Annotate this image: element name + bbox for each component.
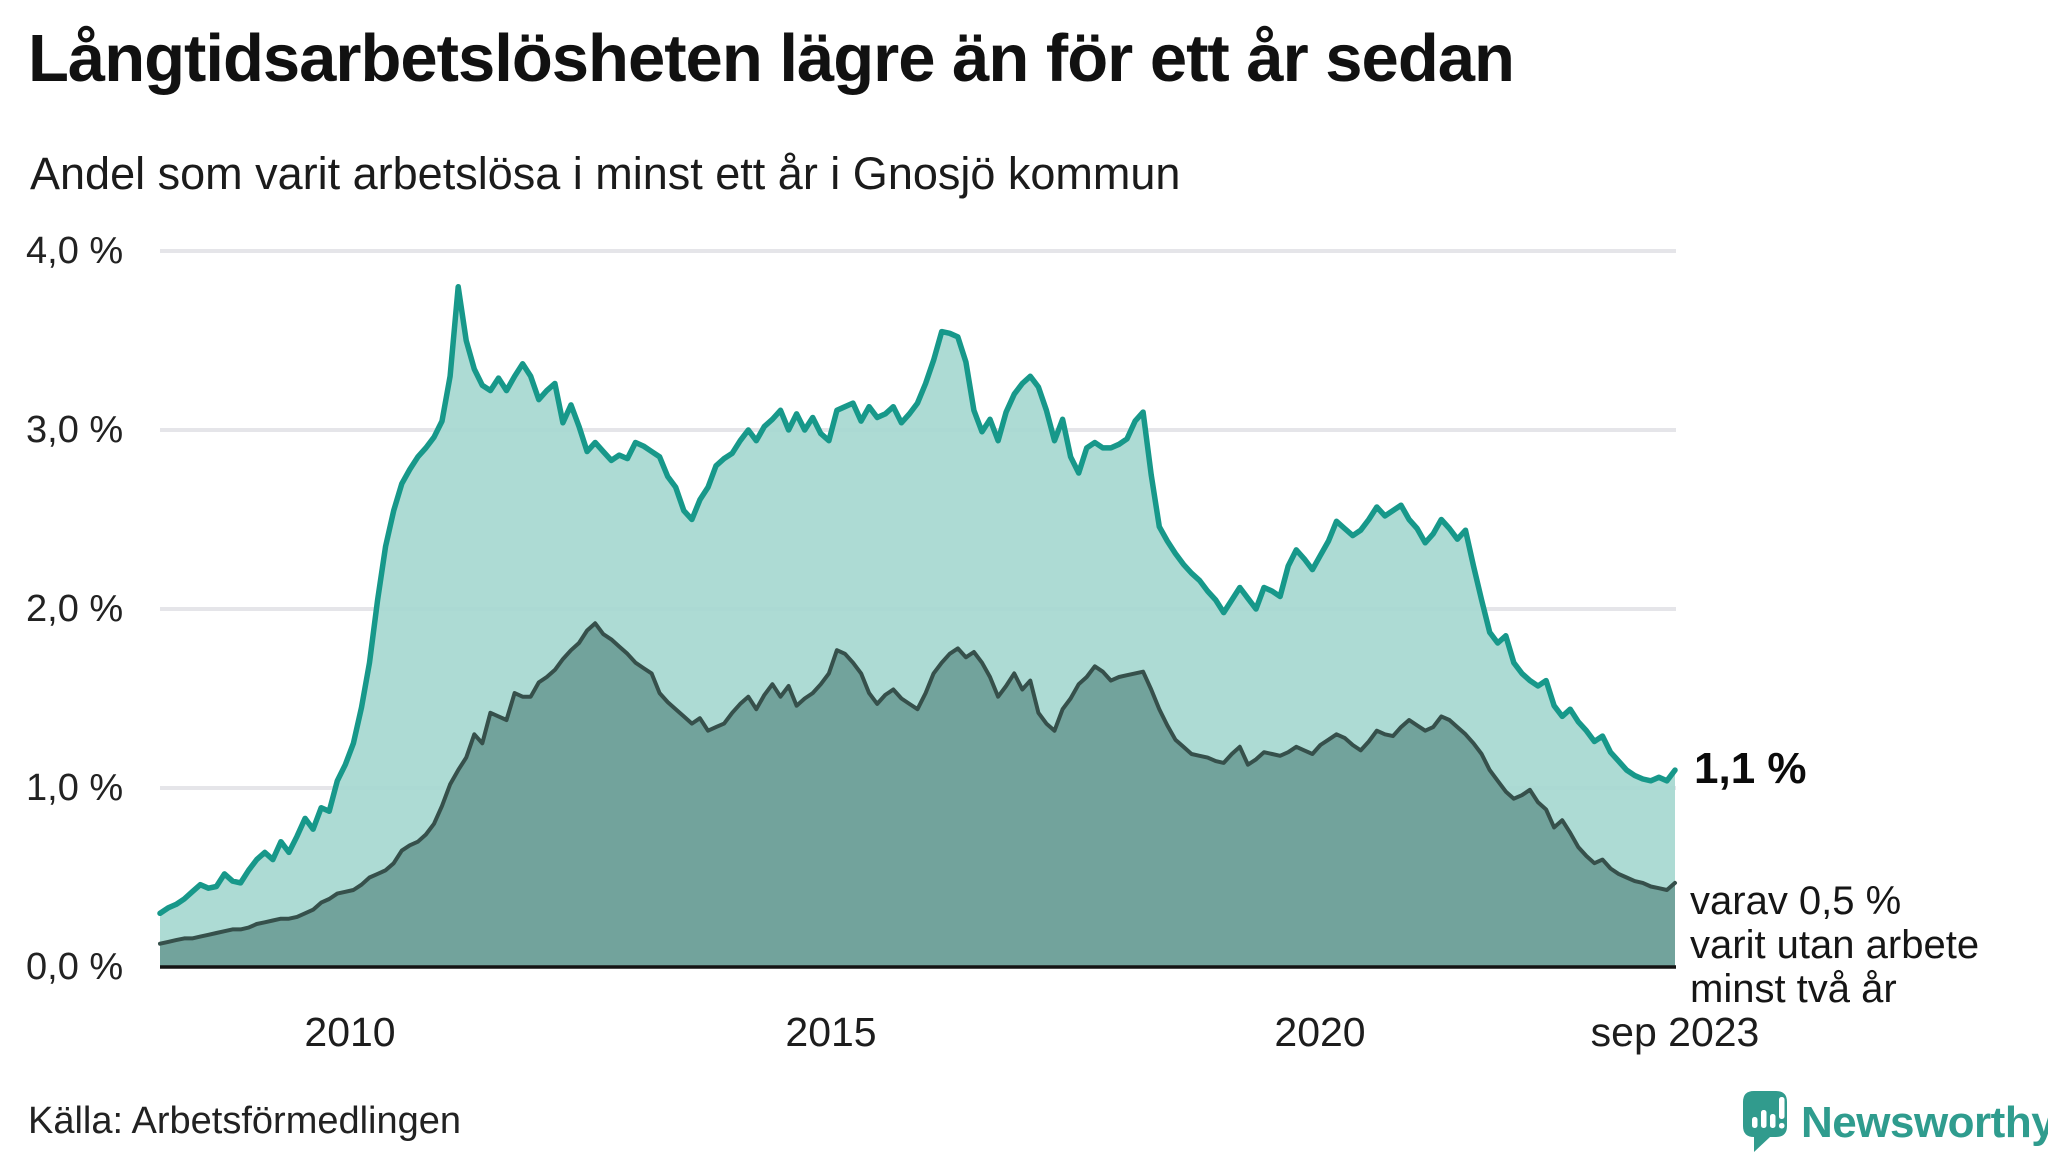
series-two-year-area [160,623,1675,967]
annotation-two-year-line3: minst två år [1690,967,1897,1011]
x-tick-2010: 2010 [304,1009,396,1055]
logo-exclamation-bar [1779,1097,1785,1119]
x-tick-2020: 2020 [1274,1009,1366,1055]
page-title: Långtidsarbetslösheten lägre än för ett … [28,21,1515,96]
newsworthy-logo-icon [1743,1091,1787,1152]
logo-bar-2 [1761,1110,1767,1128]
x-tick-2015: 2015 [785,1009,877,1055]
annotation-two-year-line2: varit utan arbete [1690,923,1980,967]
series-two-year-line [158,621,1677,946]
y-tick-0: 0,0 % [26,946,124,988]
logo-exclamation-dot [1779,1123,1785,1129]
newsworthy-wordmark: Newsworthy [1801,1098,2048,1147]
logo-bar-3 [1770,1114,1776,1128]
y-tick-4: 4,0 % [26,230,124,272]
source-credit: Källa: Arbetsförmedlingen [28,1100,462,1142]
y-tick-3: 3,0 % [26,409,124,451]
page-subtitle: Andel som varit arbetslösa i minst ett å… [30,148,1181,199]
x-tick-sep2023: sep 2023 [1590,1009,1760,1055]
annotation-two-year-line1: varav 0,5 % [1690,879,1902,923]
y-tick-1: 1,0 % [26,767,124,809]
y-tick-2: 2,0 % [26,588,124,630]
series-total-line [157,284,1678,917]
end-value-label-total: 1,1 % [1694,744,1807,793]
logo-bar-1 [1752,1117,1758,1128]
